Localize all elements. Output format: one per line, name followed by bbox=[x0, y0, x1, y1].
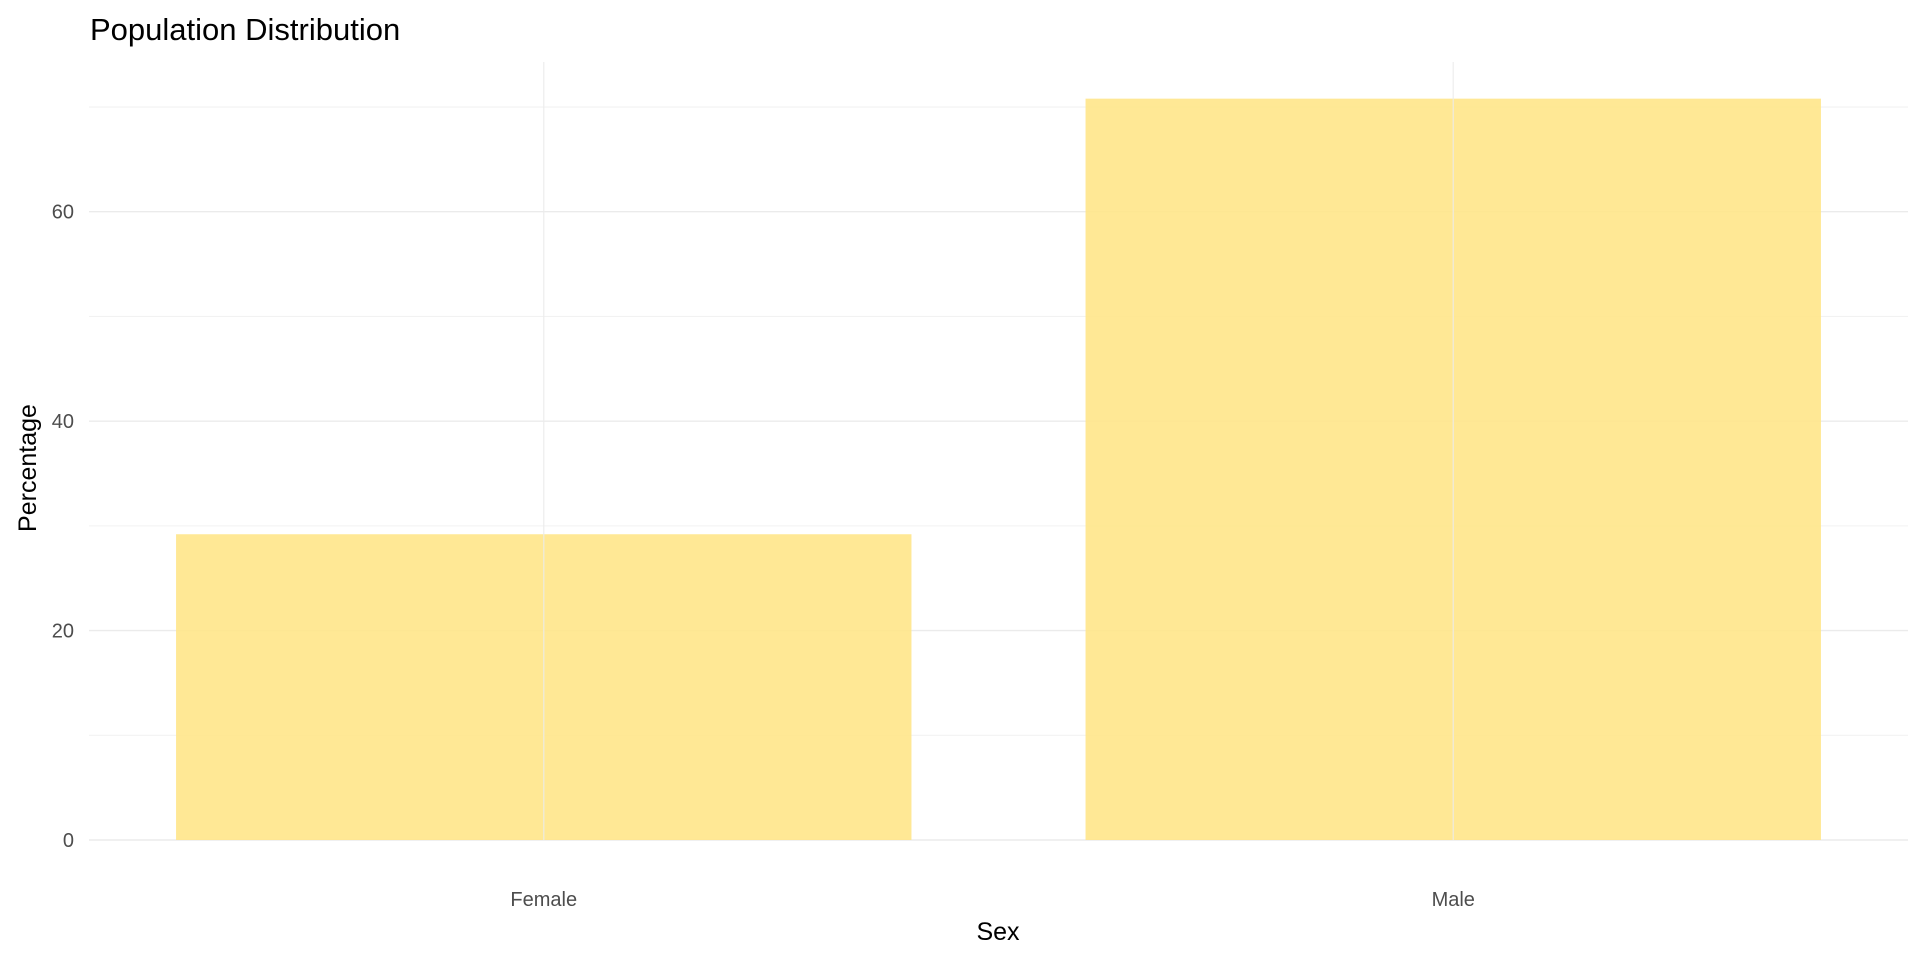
x-tick-label: Male bbox=[1432, 889, 1475, 911]
y-tick-label: 60 bbox=[52, 202, 74, 224]
x-tick-labels: Female Male bbox=[510, 889, 1475, 911]
y-tick-labels: 0 20 40 60 bbox=[52, 202, 74, 852]
y-axis-title: Percentage bbox=[14, 404, 42, 532]
vertical-grid-layer bbox=[543, 62, 1454, 840]
chart-title: Population Distribution bbox=[90, 12, 400, 47]
y-tick-label: 0 bbox=[63, 830, 74, 852]
y-tick-label: 20 bbox=[52, 621, 74, 643]
y-tick-label: 40 bbox=[52, 411, 74, 433]
x-tick-label: Female bbox=[510, 889, 577, 911]
x-axis-title: Sex bbox=[976, 918, 1020, 946]
bar-layer bbox=[176, 98, 1821, 840]
